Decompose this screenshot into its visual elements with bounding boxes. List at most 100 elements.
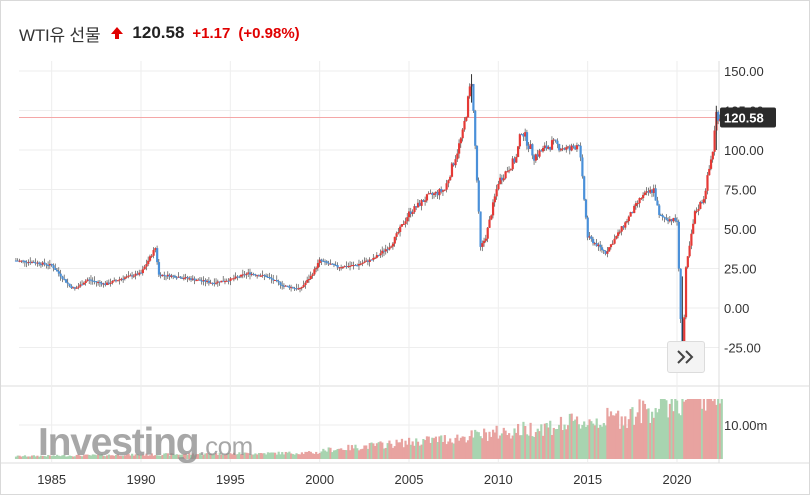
candle-body	[527, 145, 530, 149]
candle-body	[93, 280, 96, 282]
candle-body	[243, 274, 246, 276]
candle-body	[518, 134, 521, 147]
volume-bar	[111, 455, 114, 459]
volume-bar	[304, 451, 307, 459]
volume-bar	[23, 455, 27, 459]
volume-bar	[361, 448, 364, 459]
volume-bar	[681, 399, 684, 459]
volume-bar	[334, 450, 337, 459]
candle-body	[215, 282, 218, 284]
volume-bar	[706, 399, 709, 459]
volume-bar	[579, 428, 582, 459]
candle-body	[265, 275, 268, 277]
volume-bar	[48, 455, 52, 459]
volume-bar	[650, 411, 654, 459]
candle-body	[29, 261, 32, 263]
candle-body	[370, 259, 373, 261]
volume-bar	[138, 455, 141, 459]
candle-body	[638, 198, 641, 204]
volume-bar	[379, 441, 382, 459]
candle-body	[279, 282, 282, 285]
candle-body	[168, 274, 171, 277]
candle-body	[375, 254, 379, 258]
candle-body	[111, 280, 114, 283]
candle-body	[486, 227, 489, 239]
candle-body	[634, 203, 638, 206]
volume-bar	[368, 443, 371, 459]
candle-body	[206, 280, 209, 282]
candle-body	[316, 263, 320, 268]
candle-body	[91, 280, 94, 282]
candle-body	[429, 193, 432, 195]
volume-bar	[615, 413, 618, 459]
candle-body	[581, 157, 584, 177]
volume-bar	[713, 399, 716, 459]
candle-body	[679, 268, 682, 319]
volume-bar	[720, 399, 723, 459]
candle-body	[545, 145, 548, 149]
candle-body	[484, 238, 488, 241]
volume-bar	[488, 431, 491, 459]
candle-body	[718, 118, 722, 121]
candle-body	[652, 188, 655, 194]
volume-bar	[184, 453, 187, 459]
volume-bar	[483, 428, 486, 459]
candle-body	[241, 274, 245, 276]
volume-bar	[286, 452, 289, 459]
candle-body	[132, 275, 136, 277]
candle-body	[324, 261, 327, 263]
candle-body	[602, 249, 605, 251]
candle-body	[422, 200, 425, 202]
candle-body	[18, 260, 21, 262]
volume-bar	[288, 451, 291, 459]
date-tick-label: 2015	[573, 472, 602, 487]
candle-body	[584, 199, 588, 218]
volume-bar	[265, 454, 268, 459]
volume-bar	[295, 453, 298, 459]
candle-body	[688, 245, 691, 257]
volume-bar	[63, 454, 66, 459]
candle-body	[198, 279, 202, 281]
candle-body	[613, 238, 616, 244]
volume-bar	[148, 455, 152, 459]
date-tick-label: 2010	[484, 472, 513, 487]
candle-body	[440, 189, 443, 192]
candle-body	[173, 275, 177, 278]
candle-body	[302, 284, 305, 288]
volume-bars	[14, 399, 723, 459]
candle-body	[529, 144, 532, 149]
candle-body	[322, 261, 325, 263]
candle-body	[261, 274, 264, 276]
candle-body	[181, 278, 184, 280]
candle-body	[534, 154, 538, 161]
volume-bar	[316, 453, 320, 459]
candle-body	[320, 259, 323, 262]
candle-body	[318, 259, 321, 264]
candle-body	[542, 147, 545, 152]
volume-bar	[497, 438, 500, 459]
candle-body	[615, 235, 618, 239]
candle-body	[572, 145, 575, 147]
candle-body	[72, 287, 75, 289]
volume-bar	[245, 452, 248, 459]
volume-bar	[284, 451, 287, 459]
volume-bar	[307, 451, 311, 459]
volume-bar	[550, 435, 554, 459]
volume-bar	[266, 452, 270, 459]
volume-bar	[445, 444, 448, 459]
volume-bar	[20, 456, 23, 459]
price-series	[14, 74, 723, 371]
candle-body	[650, 189, 654, 194]
candle-body	[468, 86, 471, 97]
scroll-to-latest-button[interactable]	[667, 341, 705, 373]
candle-body	[402, 223, 405, 225]
candle-body	[483, 240, 486, 244]
volume-bar	[313, 453, 316, 459]
candle-body	[104, 283, 107, 286]
date-tick-label: 1990	[127, 472, 156, 487]
volume-bar	[116, 454, 119, 459]
candle-body	[252, 273, 255, 275]
volume-bar	[531, 436, 534, 459]
volume-bar	[200, 455, 203, 459]
